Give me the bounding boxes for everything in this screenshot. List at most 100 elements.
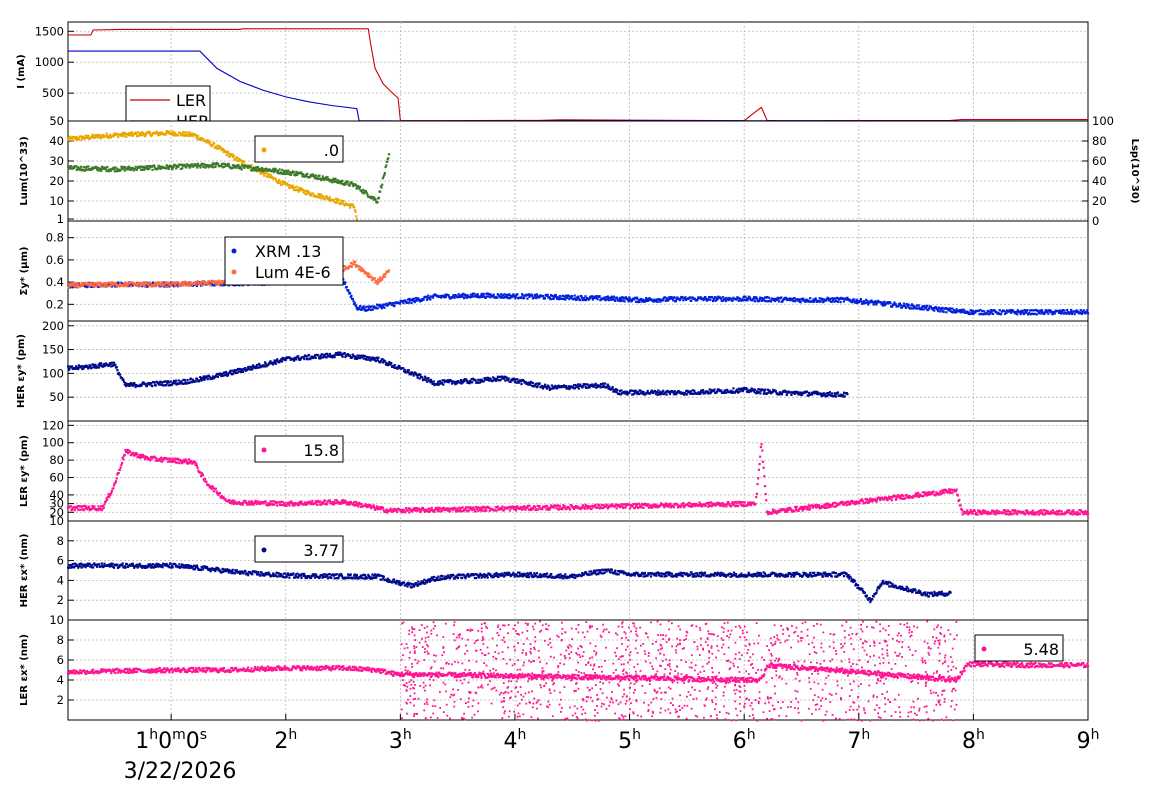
data-point — [981, 310, 983, 312]
data-point — [308, 354, 310, 356]
data-point — [1022, 310, 1024, 312]
data-point — [419, 374, 421, 376]
data-point — [562, 508, 564, 510]
data-point — [130, 285, 132, 287]
data-point — [829, 391, 831, 393]
data-point — [1070, 311, 1072, 313]
data-point — [170, 380, 172, 382]
data-point — [666, 394, 668, 396]
data-point — [244, 500, 246, 502]
data-point — [1066, 309, 1068, 311]
data-point — [213, 284, 215, 286]
y2-tick-label: 80 — [1092, 134, 1107, 148]
data-point — [302, 173, 304, 175]
data-point — [546, 505, 548, 507]
data-point — [106, 133, 108, 135]
data-point — [835, 396, 837, 398]
data-point — [185, 131, 187, 133]
data-point — [657, 389, 659, 391]
data-point — [983, 310, 985, 312]
data-point — [113, 362, 115, 364]
data-point — [79, 509, 81, 511]
data-point — [304, 190, 306, 192]
y-tick-label: 20 — [49, 174, 64, 188]
data-point — [238, 368, 240, 370]
data-point — [883, 301, 885, 303]
data-point — [1032, 309, 1034, 311]
data-point — [98, 366, 100, 368]
legend-label: Lum 4E-6 — [255, 263, 331, 282]
data-point — [97, 505, 99, 507]
data-point — [354, 302, 356, 304]
data-point — [207, 378, 209, 380]
data-point — [349, 292, 351, 294]
data-point — [383, 307, 385, 309]
data-point — [116, 369, 118, 371]
data-point — [427, 377, 429, 379]
data-point — [559, 295, 561, 297]
data-point — [361, 503, 363, 505]
data-point — [586, 508, 588, 510]
data-point — [375, 360, 377, 362]
data-point — [217, 376, 219, 378]
data-point — [365, 306, 367, 308]
data-point — [481, 293, 483, 295]
data-point — [1023, 313, 1025, 315]
data-point — [431, 507, 433, 509]
data-point — [70, 284, 72, 286]
data-point — [910, 307, 912, 309]
data-point — [1037, 310, 1039, 312]
data-point — [963, 309, 965, 311]
data-point — [766, 296, 768, 298]
data-point — [242, 371, 244, 373]
data-point — [317, 178, 319, 180]
data-point — [344, 281, 346, 283]
data-point — [357, 505, 359, 507]
data-point — [263, 173, 265, 175]
data-point — [408, 511, 410, 513]
data-point — [922, 308, 924, 310]
data-point — [920, 308, 922, 310]
data-point — [747, 298, 749, 300]
data-point — [358, 265, 360, 267]
data-point — [195, 380, 197, 382]
data-point — [175, 380, 177, 382]
data-point — [341, 180, 343, 182]
data-point — [376, 283, 378, 285]
data-point — [177, 134, 179, 136]
data-point — [515, 509, 517, 511]
data-point — [475, 379, 477, 381]
data-point — [378, 197, 380, 199]
data-point — [754, 300, 756, 302]
data-point — [846, 393, 848, 395]
data-point — [106, 499, 108, 501]
data-point — [628, 300, 630, 302]
data-point — [1000, 313, 1002, 315]
data-point — [313, 174, 315, 176]
data-point — [311, 500, 313, 502]
data-point — [338, 199, 340, 201]
data-point — [778, 300, 780, 302]
data-point — [638, 393, 640, 395]
data-point — [170, 285, 172, 287]
data-point — [261, 167, 263, 169]
data-point — [775, 390, 777, 392]
data-point — [317, 193, 319, 195]
data-point — [323, 503, 325, 505]
data-point — [388, 153, 390, 155]
data-point — [539, 382, 541, 384]
data-point — [83, 367, 85, 369]
data-point — [539, 505, 541, 507]
data-point — [689, 296, 691, 298]
data-point — [153, 382, 155, 384]
data-point — [265, 501, 267, 503]
data-point — [535, 383, 537, 385]
data-point — [802, 298, 804, 300]
data-point — [373, 504, 375, 506]
data-point — [136, 285, 138, 287]
data-point — [219, 492, 221, 494]
data-point — [471, 509, 473, 511]
data-point — [374, 198, 376, 200]
data-point — [281, 169, 283, 171]
data-point — [756, 298, 758, 300]
